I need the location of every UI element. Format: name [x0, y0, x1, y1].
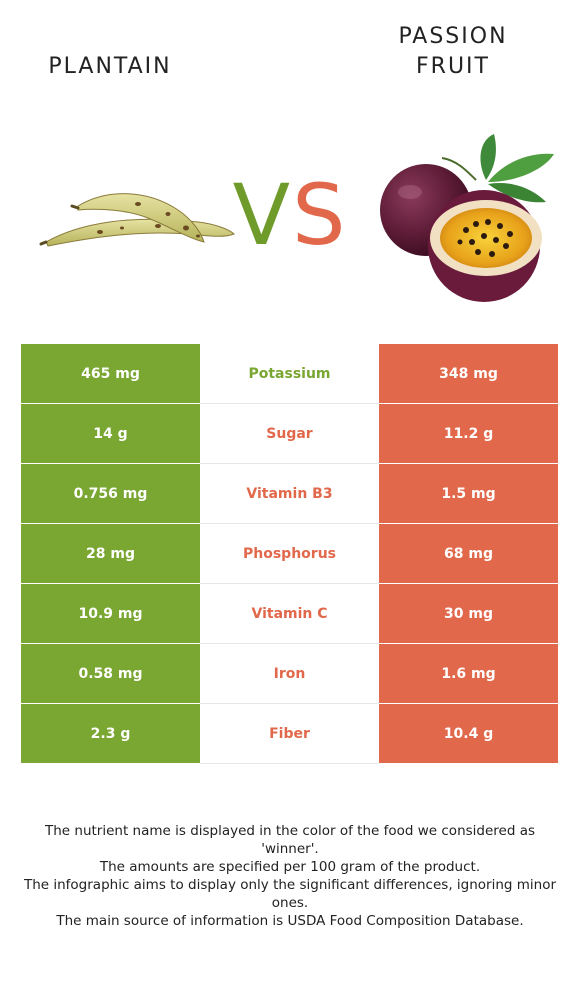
nutrient-name: Potassium: [200, 344, 379, 404]
plantain-value: 14 g: [21, 403, 200, 464]
plantain-value: 2.3 g: [21, 703, 200, 764]
footnote-amounts: The amounts are specified per 100 gram o…: [99, 859, 481, 875]
footnote-winner: The nutrient name is displayed in the co…: [44, 823, 536, 857]
plantain-value: 28 mg: [21, 523, 200, 584]
passion-fruit-value: 348 mg: [379, 344, 558, 404]
plantain-value: 0.58 mg: [21, 643, 200, 704]
table-row: 2.3 g Fiber 10.4 g: [21, 703, 558, 764]
plantain-value: 0.756 mg: [21, 463, 200, 524]
footnotes: The nutrient name is displayed in the co…: [20, 822, 560, 930]
nutrient-name: Phosphorus: [200, 523, 379, 584]
plantain-value: 465 mg: [21, 344, 200, 404]
nutrient-name: Fiber: [200, 703, 379, 764]
table-row: 465 mg Potassium 348 mg: [21, 344, 558, 404]
right-food-title: PASSION FRUIT: [380, 22, 526, 82]
table-row: 14 g Sugar 11.2 g: [21, 403, 558, 464]
passion-fruit-value: 68 mg: [379, 523, 558, 584]
nutrient-name: Vitamin B3: [200, 463, 379, 524]
passion-fruit-value: 1.6 mg: [379, 643, 558, 704]
table-row: 0.58 mg Iron 1.6 mg: [21, 643, 558, 704]
vs-s-letter: S: [292, 166, 348, 264]
passion-fruit-value: 30 mg: [379, 583, 558, 644]
comparison-table: 465 mg Potassium 348 mg 14 g Sugar 11.2 g 0.75…: [21, 344, 558, 764]
passion-fruit-value: 1.5 mg: [379, 463, 558, 524]
passion-fruit-value: 11.2 g: [379, 403, 558, 464]
passion-fruit-value: 10.4 g: [379, 703, 558, 764]
nutrient-name: Sugar: [200, 403, 379, 464]
right-food-title-line1: PASSION: [398, 24, 508, 49]
vs-label: VS: [222, 160, 358, 270]
table-row: 0.756 mg Vitamin B3 1.5 mg: [21, 463, 558, 524]
footnote-source: The main source of information is USDA F…: [56, 913, 524, 929]
table-row: 10.9 mg Vitamin C 30 mg: [21, 583, 558, 644]
footnote-significance: The infographic aims to display only the…: [23, 877, 557, 911]
right-food-title-line2: FRUIT: [416, 54, 490, 79]
vs-v-letter: V: [232, 166, 293, 264]
left-food-title: PLANTAIN: [48, 54, 172, 79]
plantain-image: [39, 193, 235, 247]
table-row: 28 mg Phosphorus 68 mg: [21, 523, 558, 584]
nutrient-name: Vitamin C: [200, 583, 379, 644]
plantain-value: 10.9 mg: [21, 583, 200, 644]
nutrient-name: Iron: [200, 643, 379, 704]
passion-fruit-image: [380, 134, 554, 302]
